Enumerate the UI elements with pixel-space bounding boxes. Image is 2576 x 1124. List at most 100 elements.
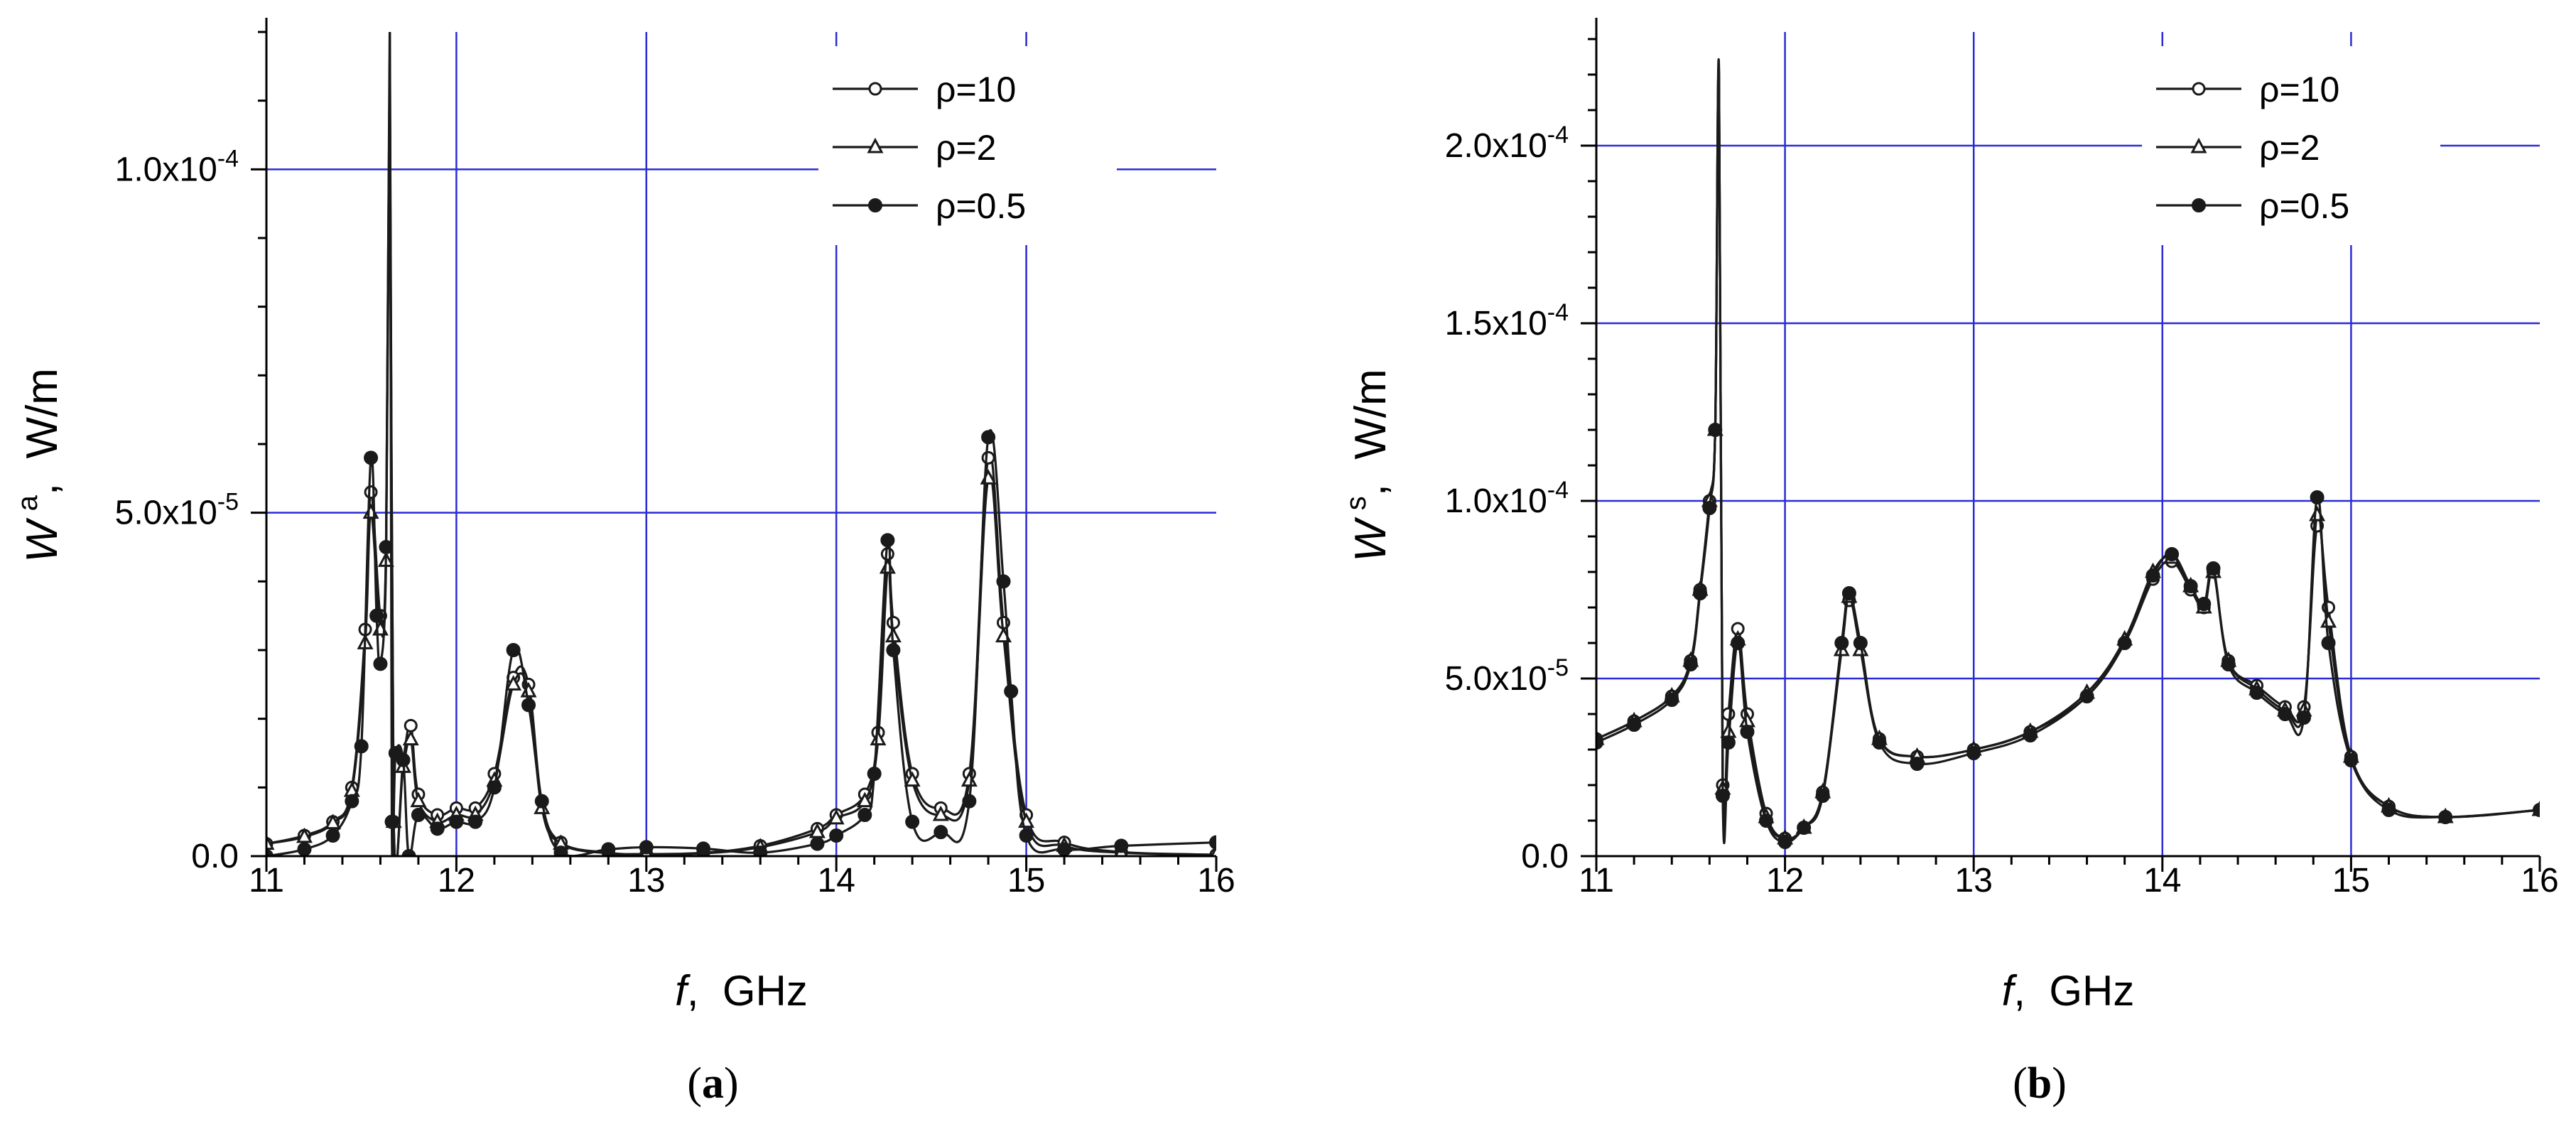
data-point bbox=[867, 767, 882, 781]
data-point bbox=[1721, 735, 1736, 750]
data-point bbox=[1210, 845, 1216, 856]
data-point bbox=[2533, 803, 2540, 817]
data-point bbox=[2117, 636, 2132, 650]
x-tick-label: 14 bbox=[818, 862, 855, 899]
data-point bbox=[2320, 612, 2337, 628]
y-tick-label-exponent: -4 bbox=[217, 145, 239, 172]
data-point bbox=[2438, 810, 2453, 824]
data-point bbox=[354, 739, 369, 754]
data-point bbox=[1841, 586, 1856, 600]
legend-label: ρ=2 bbox=[936, 128, 996, 168]
data-point bbox=[364, 485, 378, 499]
data-point bbox=[505, 675, 522, 691]
data-point bbox=[1966, 746, 1981, 760]
data-point bbox=[1627, 718, 1642, 732]
x-tick-label: 12 bbox=[1766, 862, 1804, 899]
x-axis-label: f, GHz bbox=[675, 967, 808, 1015]
data-point bbox=[857, 808, 872, 822]
data-point bbox=[1057, 842, 1072, 856]
data-point bbox=[1721, 707, 1736, 721]
data-point bbox=[1740, 725, 1755, 739]
data-point bbox=[410, 791, 427, 808]
data-point bbox=[886, 643, 901, 657]
y-tick-label-base: 5.0x10 bbox=[115, 495, 217, 532]
data-point bbox=[639, 840, 654, 855]
data-point bbox=[1004, 684, 1019, 698]
y-tick-label-exponent: -4 bbox=[1547, 299, 1569, 326]
y-axis-superscript: a bbox=[12, 495, 43, 511]
data-point bbox=[2221, 657, 2236, 671]
x-axis-unit: , GHz bbox=[687, 967, 808, 1015]
data-point bbox=[1019, 828, 1034, 843]
y-axis-superscript: s bbox=[1341, 496, 1372, 510]
data-point bbox=[266, 834, 275, 850]
axes: 11 12 13 14 15 160.05.0x10-51.0x10-41.5x10-42… bbox=[1445, 18, 2559, 899]
y-tick-label-exponent: -5 bbox=[217, 489, 239, 516]
x-tick-label: 16 bbox=[1197, 862, 1235, 899]
data-point bbox=[810, 836, 825, 851]
y-axis-label: Wa, W/m bbox=[12, 368, 67, 563]
data-point bbox=[534, 794, 549, 809]
y-tick-label: 5.0x10-5 bbox=[1445, 654, 1569, 698]
data-point bbox=[369, 608, 384, 623]
data-point bbox=[411, 808, 426, 822]
data-point bbox=[1777, 835, 1792, 849]
panel-label-open: ( bbox=[2013, 1059, 2028, 1108]
data-point bbox=[2165, 547, 2180, 561]
y-tick-label-base: 1.0x10 bbox=[115, 151, 217, 188]
data-point bbox=[1853, 636, 1868, 650]
data-point bbox=[345, 794, 359, 809]
data-point bbox=[856, 791, 873, 808]
data-point bbox=[2023, 728, 2037, 742]
data-point bbox=[297, 842, 312, 856]
data-point bbox=[879, 558, 896, 574]
data-point bbox=[2297, 710, 2311, 725]
y-tick-label-base: 2.0x10 bbox=[1445, 127, 1547, 165]
axes: 11 12 13 14 15 16 0.0 5.0x10-5 1.0x10-4 bbox=[115, 18, 1235, 899]
panel-label: (a) bbox=[687, 1059, 738, 1108]
data-point bbox=[2278, 707, 2293, 721]
data-point bbox=[430, 821, 445, 836]
data-point bbox=[753, 845, 768, 856]
data-point bbox=[2206, 561, 2221, 575]
data-point bbox=[1815, 789, 1830, 803]
data-point bbox=[2344, 753, 2359, 767]
data-point bbox=[1693, 586, 1708, 600]
data-point bbox=[1731, 636, 1746, 650]
data-point bbox=[506, 643, 521, 657]
data-point bbox=[384, 814, 399, 829]
data-point bbox=[1834, 636, 1849, 650]
data-point bbox=[402, 730, 419, 746]
data-point bbox=[1114, 838, 1129, 853]
data-point bbox=[379, 540, 394, 554]
y-tick-label-exponent: -4 bbox=[1547, 477, 1569, 504]
legend-label: ρ=0.5 bbox=[936, 186, 1026, 226]
y-tick-label-base: 0.0 bbox=[1521, 838, 1569, 875]
data-point bbox=[2183, 579, 2198, 593]
data-point bbox=[996, 574, 1011, 589]
x-tick-label: 15 bbox=[1007, 862, 1045, 899]
data-point bbox=[325, 828, 340, 843]
series-3 bbox=[266, 32, 1216, 856]
data-point bbox=[601, 842, 616, 856]
data-point bbox=[266, 849, 274, 856]
panel-label: (b) bbox=[2013, 1059, 2067, 1108]
x-axis-symbol: f bbox=[675, 967, 691, 1015]
data-point bbox=[1715, 789, 1730, 803]
data-point bbox=[981, 450, 995, 465]
data-point bbox=[870, 730, 887, 746]
panel-label-letter: a bbox=[702, 1059, 724, 1108]
y-tick-label-base: 5.0x10 bbox=[1445, 660, 1547, 698]
legend-background bbox=[818, 46, 1117, 245]
data-point bbox=[2190, 137, 2207, 153]
data-point bbox=[468, 814, 483, 829]
data-point bbox=[962, 794, 977, 809]
y-axis-label: Ws, W/m bbox=[1341, 369, 1395, 562]
x-tick-label: 12 bbox=[438, 862, 475, 899]
data-point bbox=[868, 198, 882, 212]
data-point bbox=[553, 845, 568, 856]
legend-label: ρ=0.5 bbox=[2259, 186, 2349, 226]
legend-background bbox=[2142, 46, 2440, 245]
data-point bbox=[1910, 757, 1925, 771]
data-point bbox=[867, 137, 884, 153]
